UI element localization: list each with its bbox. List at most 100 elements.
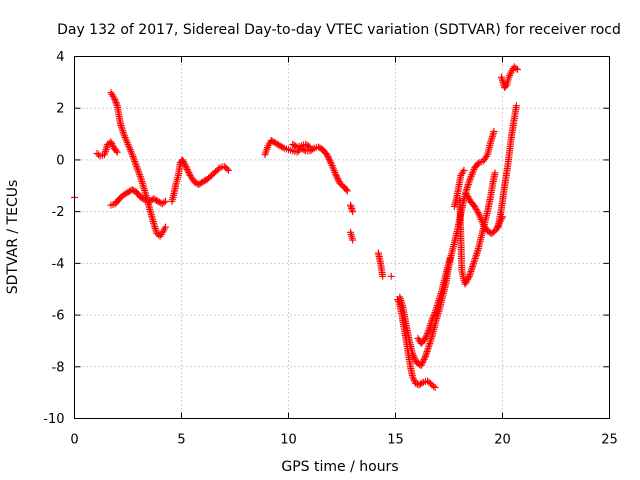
data-point: [329, 163, 337, 171]
data-point: [419, 357, 427, 365]
data-point: [419, 358, 427, 366]
data-point: [429, 315, 437, 323]
data-point: [472, 204, 480, 212]
data-point: [131, 157, 139, 165]
data-point: [429, 313, 437, 321]
data-point: [491, 169, 499, 177]
data-point: [113, 100, 121, 108]
data-point: [225, 166, 233, 174]
data-point: [475, 210, 483, 218]
data-point: [490, 127, 498, 135]
data-point: [122, 135, 130, 143]
data-point: [349, 208, 357, 216]
data-point: [421, 354, 429, 362]
data-point: [134, 166, 142, 174]
data-point: [477, 215, 485, 223]
x-tick-labels: 0 5 10 15 20 25: [70, 433, 617, 448]
data-point: [180, 159, 188, 167]
data-point: [342, 186, 350, 194]
data-point: [124, 140, 132, 148]
data-point: [108, 139, 116, 147]
y-tick-label: -2: [52, 205, 65, 220]
data-point: [506, 70, 514, 78]
y-tick-label: -6: [52, 309, 65, 324]
data-point: [387, 272, 395, 280]
data-point: [423, 331, 431, 339]
data-point: [349, 236, 357, 244]
data-point: [418, 379, 426, 387]
data-point: [463, 191, 471, 199]
data-point: [181, 161, 189, 169]
data-point: [332, 172, 340, 180]
x-tick-label: 5: [177, 433, 185, 448]
data-point: [512, 102, 520, 110]
data-point: [468, 171, 476, 179]
data-point: [464, 275, 472, 283]
y-tick-label: 4: [56, 50, 64, 65]
data-point: [325, 155, 333, 163]
x-tick-label: 10: [280, 433, 297, 448]
data-point: [478, 217, 486, 225]
data-point: [505, 73, 513, 81]
data-point: [300, 146, 308, 154]
data-point: [423, 330, 431, 338]
data-point: [466, 174, 474, 182]
data-point: [332, 170, 340, 178]
data-point: [420, 355, 428, 363]
data-point: [421, 334, 429, 342]
data-point: [324, 152, 332, 160]
data-point: [129, 152, 137, 160]
data-point: [185, 168, 193, 176]
data-point: [95, 151, 103, 159]
data-point: [330, 167, 338, 175]
data-point: [328, 162, 336, 170]
data-point: [130, 156, 138, 164]
data-point: [112, 147, 120, 155]
data-point: [476, 214, 484, 222]
ticks: [74, 56, 610, 419]
data-point: [334, 175, 342, 183]
chart-title: Day 132 of 2017, Sidereal Day-to-day VTE…: [57, 22, 621, 38]
data-point: [334, 176, 342, 184]
data-point: [465, 194, 473, 202]
data-point: [417, 361, 425, 369]
plot-frame: [74, 56, 610, 419]
data-point: [133, 164, 141, 172]
data-point: [158, 229, 166, 237]
data-point: [134, 167, 142, 175]
data-point: [113, 148, 121, 156]
data-point: [135, 169, 143, 177]
data-point: [161, 223, 169, 231]
data-point: [136, 171, 144, 179]
data-point: [331, 168, 339, 176]
data-point: [185, 170, 193, 178]
data-point: [409, 351, 417, 359]
data-point: [329, 165, 337, 173]
data-point: [411, 356, 419, 364]
data-point: [469, 167, 477, 175]
data-point: [409, 375, 417, 383]
data-point: [446, 254, 454, 262]
y-tick-label: -4: [52, 257, 65, 272]
y-tick-label: 2: [56, 102, 64, 117]
data-point: [482, 152, 490, 160]
x-axis-label: GPS time / hours: [281, 459, 398, 475]
y-tick-label: -10: [43, 412, 64, 427]
data-point: [184, 167, 192, 175]
data-point: [462, 190, 470, 198]
data-point: [304, 142, 312, 150]
data-point: [379, 272, 387, 280]
data-point: [460, 166, 468, 174]
data-point: [472, 206, 480, 214]
y-tick-label: -8: [52, 360, 65, 375]
data-point: [410, 376, 418, 384]
data-point: [422, 333, 430, 341]
data-point: [430, 312, 438, 320]
data-point: [464, 274, 472, 282]
data-point: [411, 354, 419, 362]
data-point: [467, 172, 475, 180]
data-points: [71, 63, 521, 391]
data-point: [127, 147, 135, 155]
data-point: [161, 197, 169, 205]
